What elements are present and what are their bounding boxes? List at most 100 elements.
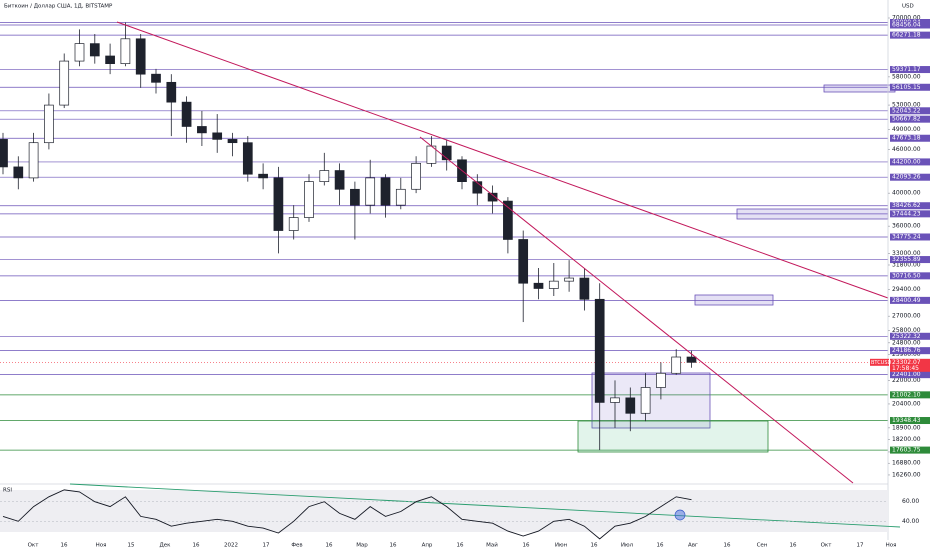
y-axis-label: USD — [902, 4, 914, 10]
zone-box — [736, 208, 889, 220]
candle-body — [411, 162, 421, 190]
level-label: 30716.50 — [892, 272, 921, 279]
level-badge — [890, 446, 930, 454]
level-label: 52043.22 — [892, 107, 921, 114]
candle-body — [518, 239, 529, 284]
range-box — [591, 372, 711, 429]
rsi-line — [2, 489, 692, 540]
x-tick-label: Авг — [688, 543, 698, 549]
level-badge — [890, 83, 930, 91]
candle-body — [74, 43, 85, 62]
x-tick-label: Июн — [555, 543, 568, 549]
x-tick-label: Мар — [356, 543, 368, 549]
candle-body — [319, 170, 330, 183]
candle-body — [594, 298, 605, 403]
y-tick-label: 49000.00 — [892, 126, 921, 133]
x-tick-label: Окт — [28, 543, 40, 549]
x-tick-label: Июл — [621, 543, 634, 549]
x-tick-label: 15 — [128, 543, 135, 549]
candle-body — [212, 132, 223, 140]
level-label: 32355.89 — [892, 256, 921, 263]
zone-box — [823, 84, 896, 93]
level-badge — [890, 173, 930, 181]
level-label: 34775.24 — [892, 233, 921, 240]
candle-body — [395, 188, 406, 206]
price-axis: 70000.00 58000.00 53000.00 49000.00 46000.00… — [870, 15, 930, 478]
candle-body — [28, 142, 39, 179]
x-tick-label: 16 — [657, 543, 664, 549]
level-badge — [890, 256, 930, 264]
rsi-tick-label: 40.00 — [902, 518, 919, 525]
candle-body — [610, 397, 620, 403]
trendlines — [116, 21, 889, 484]
x-tick-label: Сен — [757, 543, 768, 549]
rsi-title: RSI — [3, 488, 12, 494]
candle-body — [288, 217, 299, 231]
candle-body — [13, 166, 24, 179]
x-tick-label: Ноя — [96, 543, 107, 549]
level-badge — [890, 233, 930, 241]
level-badge — [890, 391, 930, 399]
trendline — [116, 21, 889, 299]
y-tick-label: 18200.00 — [892, 436, 921, 443]
x-tick-label: 16 — [457, 543, 464, 549]
level-badge — [890, 202, 930, 210]
level-label: 59371.17 — [892, 66, 921, 73]
candle-body — [579, 277, 590, 300]
candle-body — [151, 73, 161, 83]
level-label: 24186.76 — [892, 347, 921, 354]
candle-body — [120, 38, 131, 65]
candle-body — [533, 282, 544, 289]
candle-body — [242, 142, 253, 175]
candle-body — [105, 55, 115, 65]
candle-body — [441, 145, 452, 161]
level-badge — [890, 296, 930, 304]
candle-body — [380, 177, 391, 206]
level-label: 28400.49 — [892, 297, 921, 304]
zone-box — [694, 294, 774, 306]
x-tick-label: 16 — [790, 543, 797, 549]
candle-body — [44, 104, 54, 144]
candles — [0, 22, 697, 451]
level-badge — [890, 21, 930, 29]
level-label: 68456.04 — [892, 21, 921, 28]
candle-body — [671, 356, 682, 374]
symbol-badge — [870, 358, 889, 366]
candle-body — [59, 60, 70, 106]
candle-body — [503, 200, 513, 240]
y-tick-label: 53000.00 — [892, 102, 921, 109]
candle-body — [258, 173, 268, 179]
candle-body — [487, 192, 498, 202]
candle-body — [350, 188, 360, 206]
y-tick-label: 58000.00 — [892, 73, 921, 80]
y-tick-label: 22000.00 — [892, 377, 921, 384]
level-label: 19348.43 — [892, 417, 921, 424]
grid — [0, 22, 888, 451]
candle-body — [135, 38, 146, 75]
candle-body — [304, 181, 314, 218]
level-badge — [890, 417, 930, 425]
x-tick-label: 16 — [523, 543, 530, 549]
candle-body — [365, 177, 376, 206]
symbol-label: BTCUSD — [871, 360, 892, 366]
level-badge — [890, 107, 930, 115]
level-badge — [890, 210, 930, 218]
y-tick-label: 25800.00 — [892, 327, 921, 334]
x-tick-label: 17 — [263, 543, 270, 549]
level-badge — [890, 134, 930, 142]
countdown: 17:58:45 — [892, 365, 919, 372]
rsi-tick-label: 60.00 — [902, 498, 919, 505]
last-price-badge — [890, 358, 930, 372]
level-label: 50667.82 — [892, 116, 921, 123]
candle-body — [625, 397, 636, 414]
level-label: 25322.32 — [892, 333, 921, 340]
x-tick-label: 16 — [390, 543, 397, 549]
level-label: 42093.26 — [892, 174, 921, 181]
x-tick-label: Май — [486, 542, 498, 549]
y-tick-label: 20400.00 — [892, 400, 921, 407]
x-tick-label: 2022 — [224, 543, 238, 549]
rsi-marker — [674, 509, 686, 521]
range-box — [577, 420, 769, 453]
